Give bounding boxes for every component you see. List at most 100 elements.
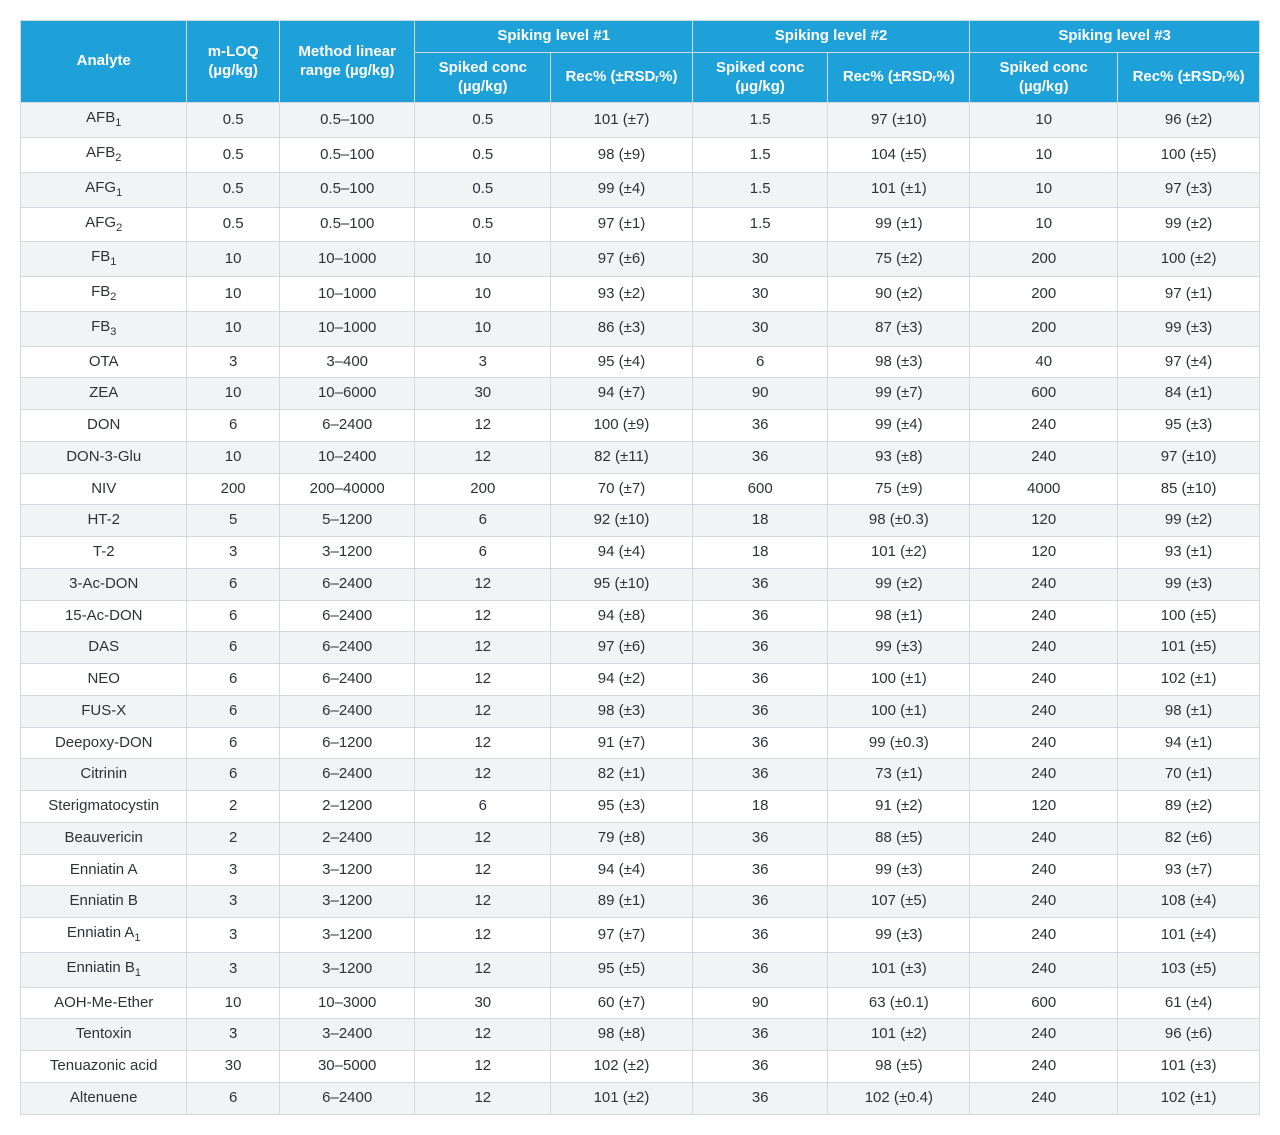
cell-sc3: 40 bbox=[970, 346, 1118, 378]
cell-rec2: 99 (±3) bbox=[828, 632, 970, 664]
cell-range: 0.5–100 bbox=[279, 138, 415, 173]
cell-range: 2–1200 bbox=[279, 791, 415, 823]
cell-range: 6–2400 bbox=[279, 664, 415, 696]
cell-rec2: 99 (±0.3) bbox=[828, 727, 970, 759]
table-row: AOH-Me-Ether1010–30003060 (±7)9063 (±0.1… bbox=[21, 987, 1260, 1019]
cell-rec1: 94 (±7) bbox=[551, 378, 693, 410]
table-row: ZEA1010–60003094 (±7)9099 (±7)60084 (±1) bbox=[21, 378, 1260, 410]
cell-sc2: 18 bbox=[692, 505, 828, 537]
cell-rec1: 98 (±3) bbox=[551, 695, 693, 727]
cell-mloq: 3 bbox=[187, 854, 279, 886]
cell-rec1: 100 (±9) bbox=[551, 410, 693, 442]
col-rec-3: Rec% (±RSDᵣ%) bbox=[1118, 52, 1260, 103]
cell-rec3: 100 (±5) bbox=[1118, 600, 1260, 632]
cell-range: 10–3000 bbox=[279, 987, 415, 1019]
cell-sc2: 1.5 bbox=[692, 103, 828, 138]
cell-mloq: 3 bbox=[187, 537, 279, 569]
cell-rec2: 98 (±0.3) bbox=[828, 505, 970, 537]
cell-analyte: Enniatin B bbox=[21, 886, 187, 918]
cell-analyte: DON-3-Glu bbox=[21, 441, 187, 473]
cell-analyte: Beauvericin bbox=[21, 822, 187, 854]
cell-sc3: 200 bbox=[970, 277, 1118, 312]
cell-rec3: 99 (±2) bbox=[1118, 207, 1260, 242]
cell-analyte: AOH-Me-Ether bbox=[21, 987, 187, 1019]
cell-analyte: Altenuene bbox=[21, 1082, 187, 1114]
table-row: Tentoxin33–24001298 (±8)36101 (±2)24096 … bbox=[21, 1019, 1260, 1051]
cell-rec3: 84 (±1) bbox=[1118, 378, 1260, 410]
cell-analyte: Citrinin bbox=[21, 759, 187, 791]
cell-sc3: 600 bbox=[970, 987, 1118, 1019]
table-row: Sterigmatocystin22–1200695 (±3)1891 (±2)… bbox=[21, 791, 1260, 823]
cell-sc1: 12 bbox=[415, 600, 551, 632]
cell-sc1: 200 bbox=[415, 473, 551, 505]
cell-sc1: 0.5 bbox=[415, 138, 551, 173]
cell-sc2: 1.5 bbox=[692, 207, 828, 242]
cell-rec3: 101 (±4) bbox=[1118, 918, 1260, 953]
cell-rec2: 75 (±9) bbox=[828, 473, 970, 505]
cell-sc1: 0.5 bbox=[415, 103, 551, 138]
cell-rec3: 85 (±10) bbox=[1118, 473, 1260, 505]
col-rec-2: Rec% (±RSDᵣ%) bbox=[828, 52, 970, 103]
cell-sc2: 36 bbox=[692, 759, 828, 791]
table-row: FB31010–10001086 (±3)3087 (±3)20099 (±3) bbox=[21, 311, 1260, 346]
cell-mloq: 10 bbox=[187, 378, 279, 410]
table-row: 3-Ac-DON66–24001295 (±10)3699 (±2)24099 … bbox=[21, 568, 1260, 600]
cell-sc3: 240 bbox=[970, 952, 1118, 987]
cell-analyte: OTA bbox=[21, 346, 187, 378]
cell-rec3: 94 (±1) bbox=[1118, 727, 1260, 759]
cell-sc3: 600 bbox=[970, 378, 1118, 410]
col-spiked-1: Spiked conc (µg/kg) bbox=[415, 52, 551, 103]
cell-rec3: 89 (±2) bbox=[1118, 791, 1260, 823]
cell-rec2: 93 (±8) bbox=[828, 441, 970, 473]
cell-analyte: AFG1 bbox=[21, 172, 187, 207]
cell-rec3: 102 (±1) bbox=[1118, 1082, 1260, 1114]
table-row: AFB10.50.5–1000.5101 (±7)1.597 (±10)1096… bbox=[21, 103, 1260, 138]
cell-rec1: 60 (±7) bbox=[551, 987, 693, 1019]
cell-sc1: 12 bbox=[415, 1082, 551, 1114]
cell-rec3: 97 (±3) bbox=[1118, 172, 1260, 207]
cell-sc2: 1.5 bbox=[692, 172, 828, 207]
cell-analyte: Enniatin A bbox=[21, 854, 187, 886]
cell-rec3: 98 (±1) bbox=[1118, 695, 1260, 727]
cell-rec1: 94 (±8) bbox=[551, 600, 693, 632]
cell-mloq: 5 bbox=[187, 505, 279, 537]
cell-sc3: 240 bbox=[970, 600, 1118, 632]
cell-analyte: NEO bbox=[21, 664, 187, 696]
cell-mloq: 0.5 bbox=[187, 172, 279, 207]
cell-sc2: 36 bbox=[692, 952, 828, 987]
cell-rec2: 101 (±1) bbox=[828, 172, 970, 207]
cell-sc1: 30 bbox=[415, 987, 551, 1019]
cell-sc2: 6 bbox=[692, 346, 828, 378]
cell-rec3: 101 (±3) bbox=[1118, 1051, 1260, 1083]
cell-rec2: 99 (±4) bbox=[828, 410, 970, 442]
cell-rec2: 97 (±10) bbox=[828, 103, 970, 138]
cell-rec1: 93 (±2) bbox=[551, 277, 693, 312]
cell-sc2: 36 bbox=[692, 1019, 828, 1051]
cell-rec1: 97 (±6) bbox=[551, 632, 693, 664]
col-spiked-2: Spiked conc (µg/kg) bbox=[692, 52, 828, 103]
cell-sc2: 36 bbox=[692, 886, 828, 918]
cell-rec3: 93 (±1) bbox=[1118, 537, 1260, 569]
cell-mloq: 0.5 bbox=[187, 103, 279, 138]
cell-range: 3–400 bbox=[279, 346, 415, 378]
cell-range: 6–2400 bbox=[279, 410, 415, 442]
cell-sc3: 240 bbox=[970, 1019, 1118, 1051]
cell-rec3: 95 (±3) bbox=[1118, 410, 1260, 442]
cell-rec1: 94 (±4) bbox=[551, 537, 693, 569]
cell-range: 3–2400 bbox=[279, 1019, 415, 1051]
cell-mloq: 2 bbox=[187, 822, 279, 854]
cell-rec1: 92 (±10) bbox=[551, 505, 693, 537]
cell-range: 5–1200 bbox=[279, 505, 415, 537]
cell-rec2: 99 (±7) bbox=[828, 378, 970, 410]
cell-rec1: 70 (±7) bbox=[551, 473, 693, 505]
cell-rec1: 79 (±8) bbox=[551, 822, 693, 854]
cell-sc1: 12 bbox=[415, 727, 551, 759]
cell-rec1: 98 (±9) bbox=[551, 138, 693, 173]
cell-sc2: 36 bbox=[692, 854, 828, 886]
cell-sc1: 12 bbox=[415, 822, 551, 854]
cell-analyte: AFB1 bbox=[21, 103, 187, 138]
cell-sc1: 6 bbox=[415, 791, 551, 823]
cell-analyte: Enniatin B1 bbox=[21, 952, 187, 987]
cell-sc2: 90 bbox=[692, 987, 828, 1019]
cell-sc2: 36 bbox=[692, 664, 828, 696]
